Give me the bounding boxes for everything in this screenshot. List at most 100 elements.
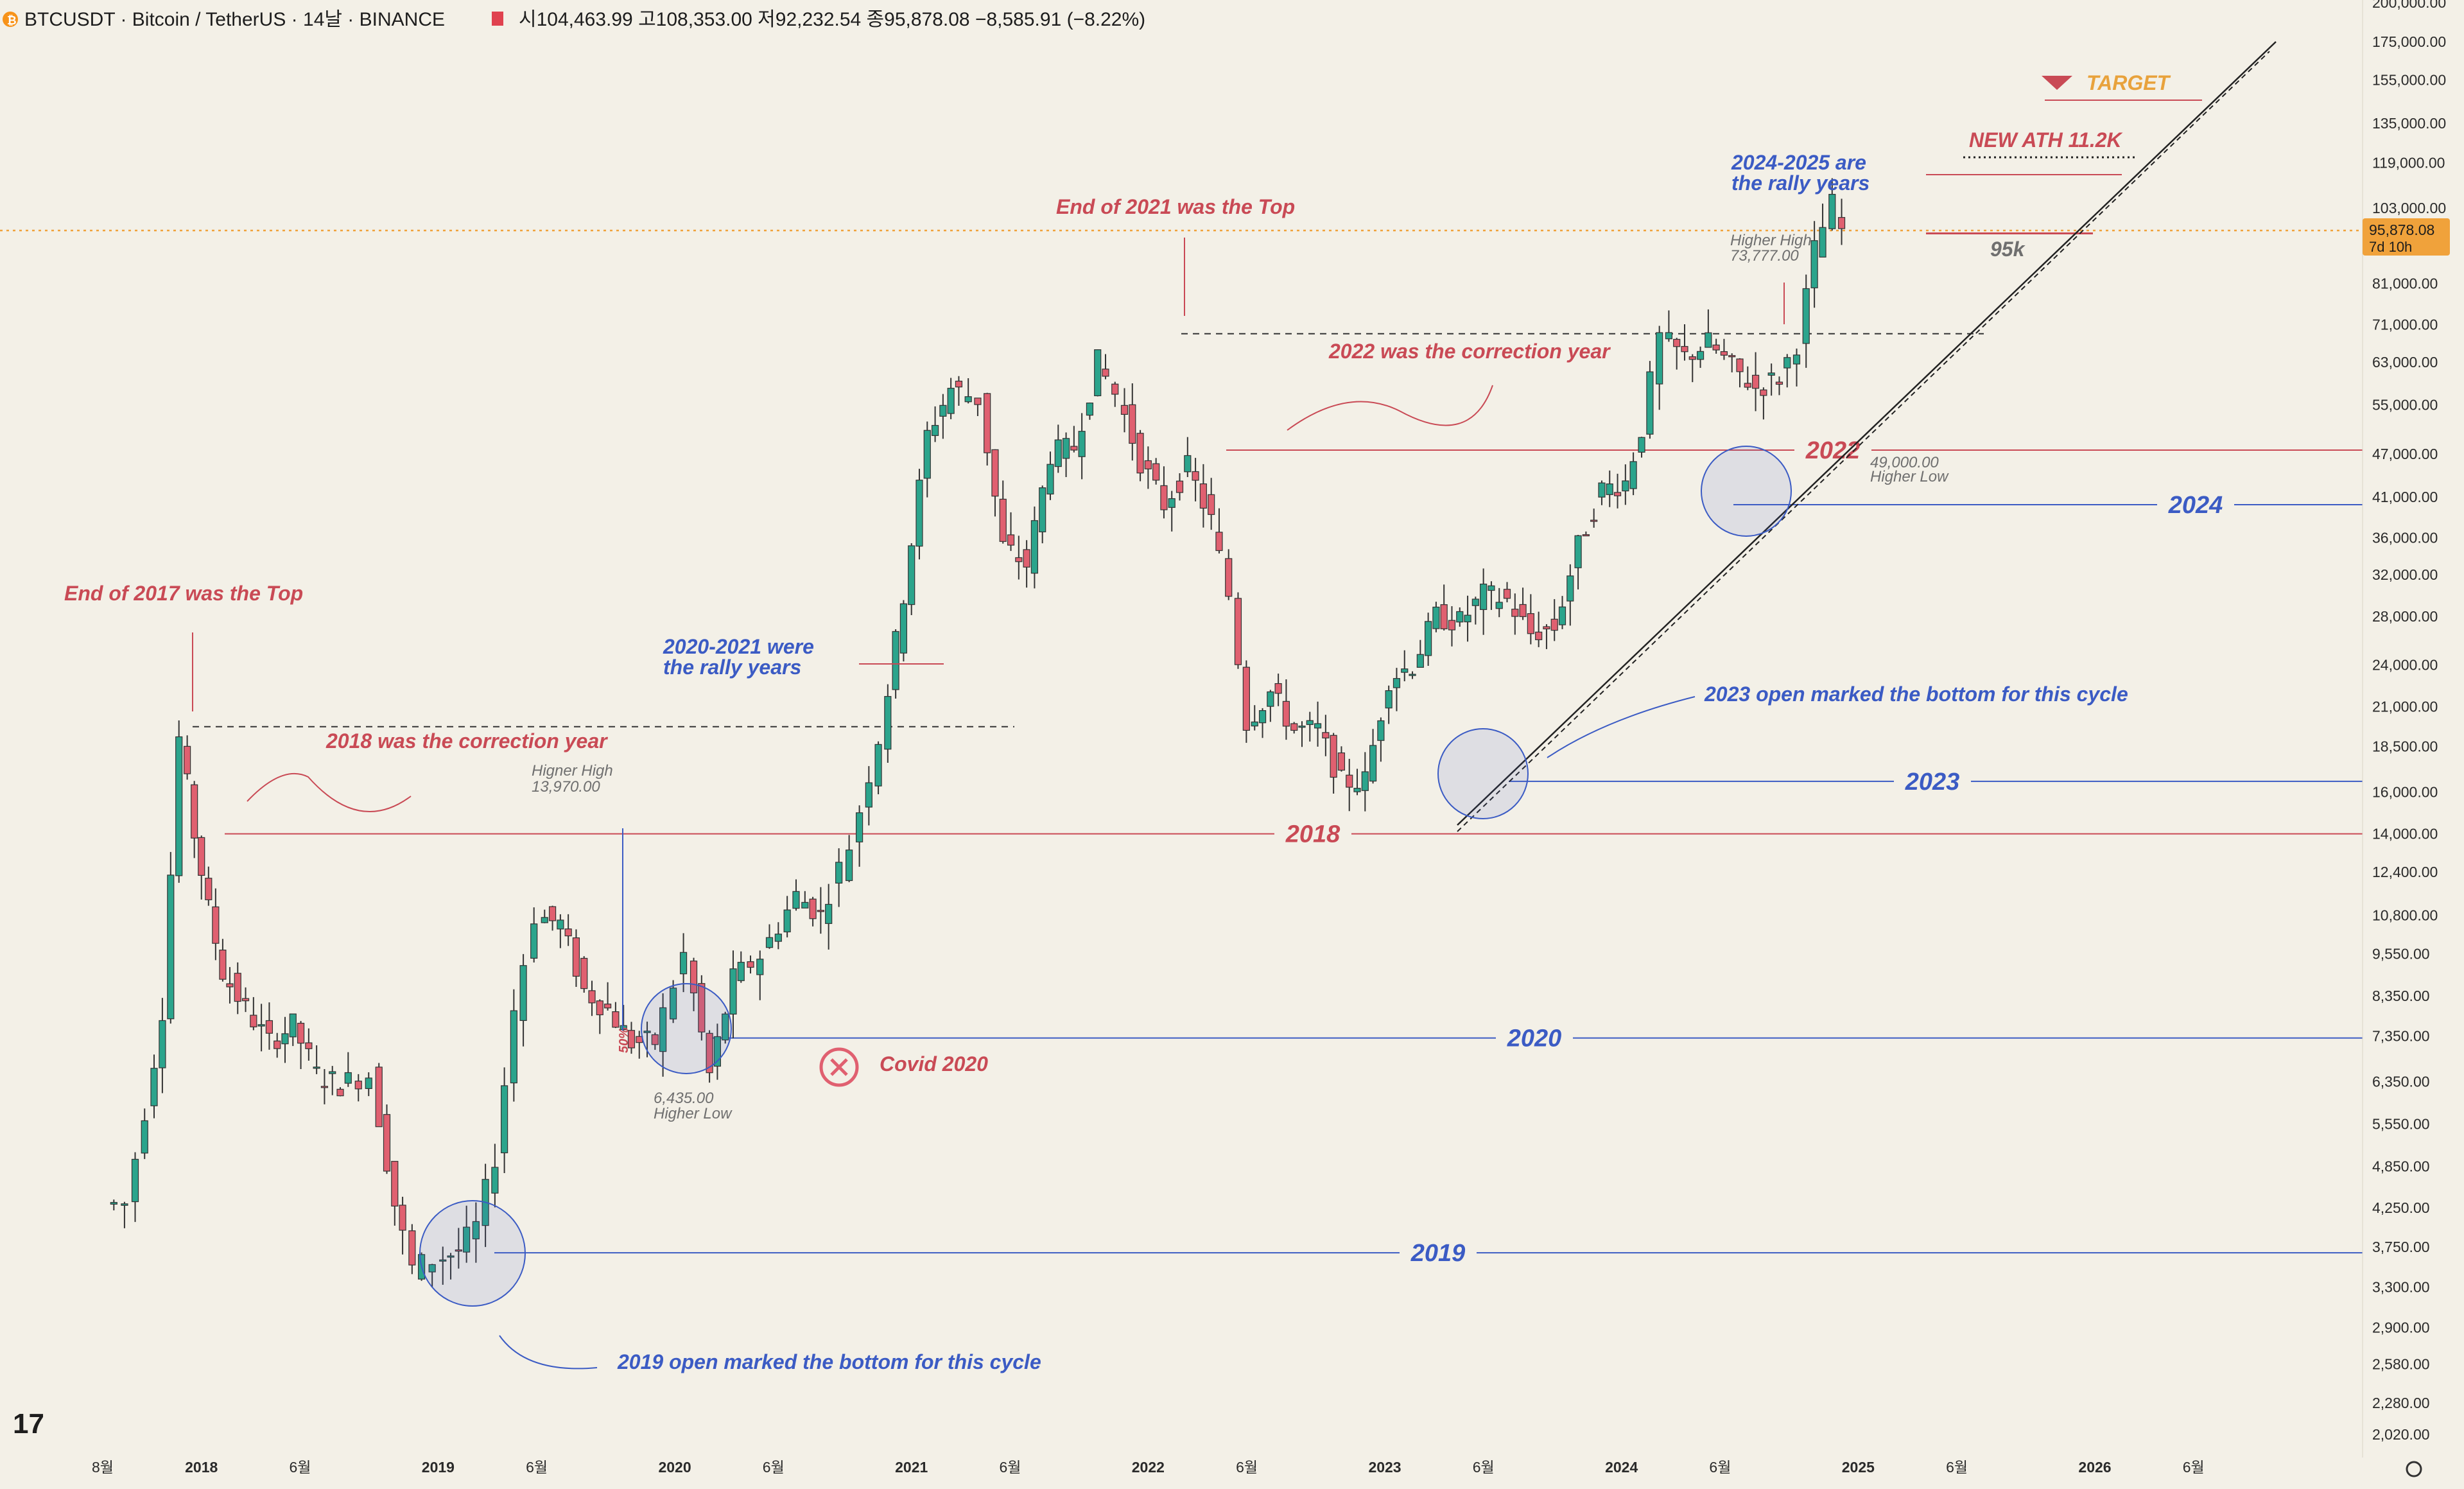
candle [884,696,892,750]
candle [1242,666,1250,731]
price-tick-label: 81,000.00 [2372,275,2438,292]
candle [659,1007,667,1052]
candle [690,961,698,994]
price-tick-label: 9,550.00 [2372,945,2430,962]
candle [1503,589,1511,599]
candle [1665,332,1673,340]
candle [825,903,833,924]
price-tick-label: 41,000.00 [2372,489,2438,505]
annotation-text: NEW ATH 11.2K [1969,128,2124,152]
annotation-text: Higher High [1730,232,1812,249]
annotation-text: 2023 open marked the bottom for this cyc… [1704,683,2128,706]
candle [336,1088,344,1097]
candle [491,1167,499,1194]
candle [1440,604,1448,629]
price-tick-label: 3,300.00 [2372,1278,2430,1295]
candle [1480,584,1488,610]
candle [1274,683,1282,694]
price-tick-label: 8,350.00 [2372,988,2430,1004]
candle [984,393,991,453]
time-tick-label: 6월 [1473,1459,1495,1476]
time-tick-label: 6월 [289,1459,311,1476]
time-tick-label: 6월 [1236,1459,1258,1476]
candle [1168,498,1176,508]
fifty-percent-label: 50% [617,1027,631,1053]
candle [1582,534,1590,537]
candle [1070,446,1078,451]
price-tick-label: 47,000.00 [2372,446,2438,462]
annotation-text: 2020-2021 were [663,635,814,658]
candle [1681,345,1688,353]
candle [1234,598,1242,665]
candle [564,928,572,937]
candle [756,959,764,975]
candle [354,1081,362,1090]
bottom-marker-circle [641,983,732,1074]
candle [1495,602,1503,609]
time-tick-label: 2023 [1368,1459,1401,1476]
candle [1314,723,1322,729]
settings-gear-icon[interactable] [2406,1461,2422,1477]
candle [1744,383,1751,388]
candle [1007,534,1015,546]
candle [1306,720,1314,726]
candle [892,631,899,690]
time-tick-label: 6월 [2183,1459,2205,1476]
price-tick-label: 36,000.00 [2372,529,2438,546]
candle [1606,483,1613,495]
candle [1393,678,1401,688]
candle [121,1203,128,1206]
time-tick-label: 2025 [1842,1459,1875,1476]
candle [1828,194,1836,229]
candle [1369,745,1377,782]
candle [974,397,982,405]
candle [1760,389,1767,396]
annotation-text: the rally years [1731,171,1870,195]
candle [1673,338,1681,347]
candle [636,1036,643,1043]
candle [219,949,227,980]
candle [722,1013,729,1041]
level-label-2018: 2018 [1285,821,1340,848]
candle [1471,598,1479,606]
price-tick-label: 2,280.00 [2372,1395,2430,1411]
candle [1558,606,1566,625]
candle [1030,520,1039,574]
candle [1192,471,1199,481]
candle [391,1161,399,1206]
level-lines: 2018 2019 2020 2022 2023 2024 [0,229,2363,1267]
price-tick-label: 3,750.00 [2372,1239,2430,1255]
tradingview-logo[interactable]: 17 [13,1408,44,1440]
curved-arrow [247,772,412,812]
time-tick-label: 2024 [1605,1459,1638,1476]
candle [265,1020,273,1034]
candle [131,1158,139,1203]
candle [729,968,737,1015]
candle [809,898,817,919]
candle [783,909,791,932]
candle [530,923,538,959]
candle [737,962,745,981]
candle [1322,732,1330,738]
flag-icon[interactable] [492,12,503,26]
candle [572,937,580,977]
annotation-text: the rally years [663,656,801,679]
candle [955,380,963,388]
price-tick-label: 71,000.00 [2372,317,2438,333]
candle [923,430,931,479]
annotation-text: 95k [1990,238,2026,261]
bitcoin-icon-glyph: ₿ [7,14,17,27]
symbol-title[interactable]: BTCUSDT · Bitcoin / TetherUS · 14날 · BIN… [24,9,445,30]
candle [548,906,557,921]
time-tick-label: 2018 [185,1459,218,1476]
candle [991,449,999,497]
candle [964,396,972,403]
level-label-2020: 2020 [1507,1025,1562,1052]
candle [1656,332,1663,385]
candle [1837,217,1846,229]
candle [698,983,706,1032]
candle [865,782,872,808]
time-tick-label: 6월 [763,1459,785,1476]
